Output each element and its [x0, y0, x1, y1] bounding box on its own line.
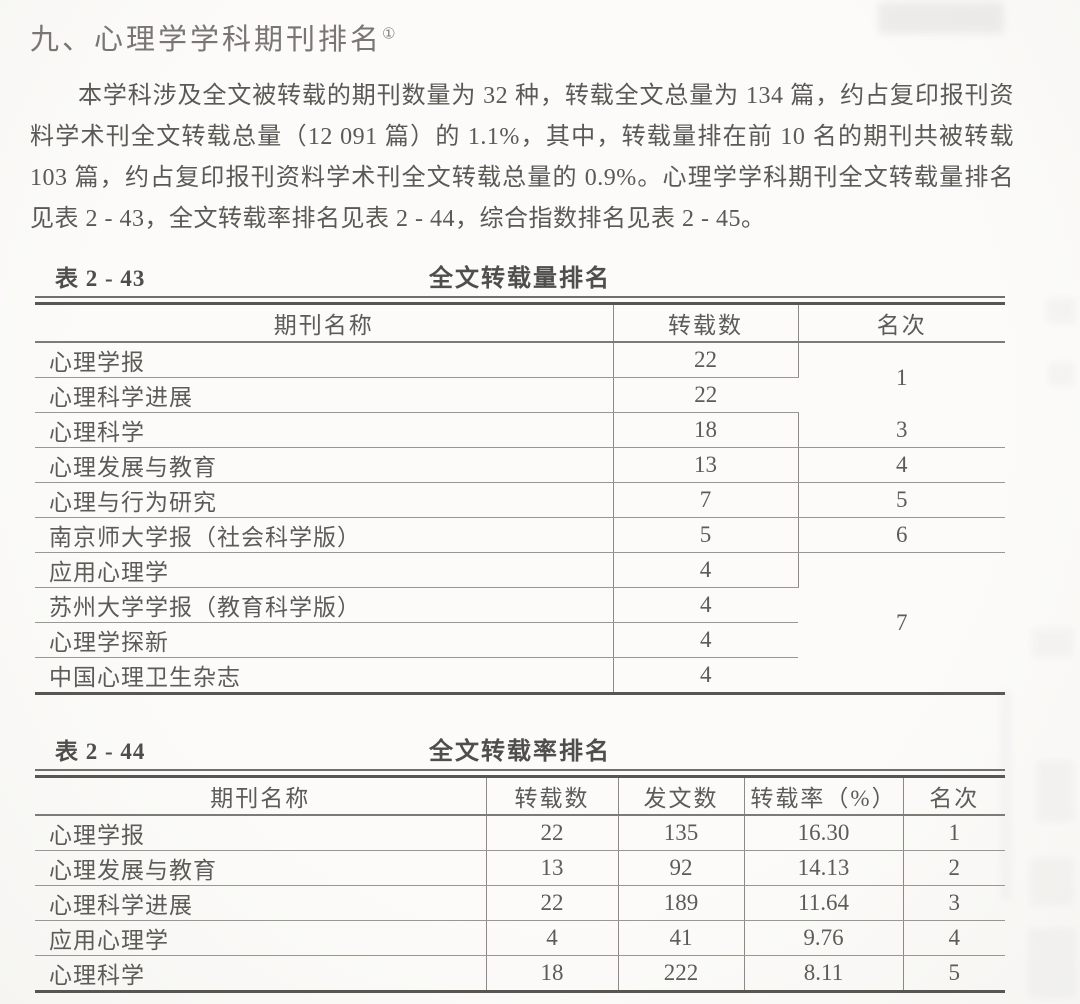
reprint-rate-cell: 9.76: [744, 920, 904, 956]
published-count-cell: 222: [618, 955, 745, 992]
journal-name-cell: 南京师大学报（社会科学版）: [35, 517, 614, 553]
rank-cell: 4: [903, 920, 1005, 956]
col-header-reprint-rate: 转载率（%）: [744, 776, 904, 816]
journal-name-cell: 中国心理卫生杂志: [35, 657, 614, 694]
reprint-count-cell: 22: [613, 377, 798, 413]
reprint-rate-cell: 11.64: [744, 885, 904, 921]
scan-bleed-artifact: [1030, 858, 1074, 906]
rank-cell: 3: [798, 412, 1005, 448]
table-row: 心理科学 18 3: [35, 412, 1005, 448]
col-header-published-count: 发文数: [618, 776, 745, 816]
table44-header-row: 期刊名称 转载数 发文数 转载率（%） 名次: [35, 776, 1005, 816]
reprint-count-cell: 7: [613, 482, 799, 518]
scan-bleed-artifact: [1032, 628, 1074, 658]
rank-cell: 5: [798, 482, 1005, 518]
table-row: 心理与行为研究 7 5: [35, 482, 1005, 518]
rank-cell: 3: [903, 885, 1005, 921]
scan-bleed-artifact: [878, 2, 1004, 34]
reprint-rate-cell: 8.11: [744, 955, 904, 992]
col-header-reprint-count: 转载数: [613, 303, 799, 343]
reprint-rate-cell: 16.30: [744, 815, 904, 851]
journal-name-cell: 心理发展与教育: [35, 850, 487, 886]
table44-caption: 表 2 - 44 全文转载率排名: [35, 731, 1005, 765]
reprint-count-cell: 4: [486, 920, 619, 956]
journal-name-cell: 应用心理学: [35, 552, 614, 588]
table43-header-row: 期刊名称 转载数 名次: [35, 303, 1005, 343]
table-row: 南京师大学报（社会科学版） 5 6: [35, 517, 1005, 553]
reprint-count-cell: 22: [613, 342, 799, 378]
rank-cell: 1: [896, 364, 908, 390]
scan-bleed-artifact: [1000, 690, 1012, 900]
table-row: 心理科学进展 22: [35, 377, 1005, 413]
table-reprint-volume-ranking: 期刊名称 转载数 名次 心理学报 22 1 心理科学进展 22 心理科学 18: [35, 302, 1005, 695]
journal-name-cell: 心理学报: [35, 342, 614, 378]
col-header-journal-name: 期刊名称: [35, 776, 487, 816]
reprint-count-cell: 4: [700, 662, 712, 687]
published-count-cell: 92: [618, 850, 745, 886]
table44-wrap: 期刊名称 转载数 发文数 转载率（%） 名次 心理学报 22 135 16.30…: [35, 769, 1005, 993]
journal-name-cell: 心理发展与教育: [35, 447, 614, 483]
reprint-count-cell: 18: [613, 412, 799, 448]
journal-name-cell: 应用心理学: [35, 920, 487, 956]
reprint-count-cell: 13: [613, 447, 799, 483]
title-footnote-mark: ①: [382, 25, 396, 43]
journal-name-cell: 心理学报: [35, 815, 487, 851]
journal-name-cell: 心理与行为研究: [35, 482, 614, 518]
page-title: 九、心理学学科期刊排名①: [30, 16, 1080, 58]
table-row: 心理学探新 4: [35, 622, 1005, 658]
table-row: 心理学报 22 135 16.30 1: [35, 815, 1005, 851]
journal-name-cell: 心理科学: [35, 955, 487, 992]
reprint-count-cell: 22: [486, 885, 619, 921]
rank-cell: 5: [948, 960, 961, 985]
rank-cell: 2: [903, 850, 1005, 886]
col-header-rank: 名次: [903, 776, 1005, 816]
scan-bleed-artifact: [1036, 760, 1074, 822]
table43-caption: 表 2 - 43 全文转载量排名: [35, 258, 1005, 292]
table-row: 心理发展与教育 13 4: [35, 447, 1005, 483]
table43-title: 全文转载量排名: [429, 265, 611, 292]
reprint-count-cell: 4: [613, 587, 798, 623]
scan-bleed-artifact: [1046, 298, 1076, 324]
scan-bleed-artifact: [1028, 928, 1076, 998]
table-row: 心理科学进展 22 189 11.64 3: [35, 885, 1005, 921]
table-row: 苏州大学学报（教育科学版） 4: [35, 587, 1005, 623]
rank-cell: 6: [798, 517, 1005, 553]
table44-label: 表 2 - 44: [55, 739, 146, 764]
table-row: 心理科学 18 222 8.11 5: [35, 955, 1005, 992]
published-count-cell: 135: [618, 815, 745, 851]
table-row: 应用心理学 4 41 9.76 4: [35, 920, 1005, 956]
col-header-rank: 名次: [798, 303, 1005, 343]
rank-cell: 7: [896, 609, 908, 635]
journal-name-cell: 心理学探新: [35, 622, 614, 658]
table-reprint-rate-ranking: 期刊名称 转载数 发文数 转载率（%） 名次 心理学报 22 135 16.30…: [35, 775, 1005, 993]
reprint-rate-cell: 14.13: [744, 850, 904, 886]
journal-name-cell: 苏州大学学报（教育科学版）: [35, 587, 614, 623]
reprint-count-cell: 4: [613, 552, 799, 588]
table-row: 应用心理学 4 7: [35, 552, 1005, 635]
journal-name-cell: 心理科学: [35, 412, 614, 448]
table-row: 心理学报 22 1: [35, 342, 1005, 390]
table44-title: 全文转载率排名: [429, 738, 611, 765]
published-count-cell: 189: [618, 885, 745, 921]
reprint-count-cell: 5: [613, 517, 799, 553]
col-header-reprint-count: 转载数: [486, 776, 619, 816]
journal-name-cell: 心理科学进展: [35, 377, 614, 413]
reprint-count-cell: 13: [486, 850, 619, 886]
reprint-count-cell: 22: [486, 815, 619, 851]
col-header-journal-name: 期刊名称: [35, 303, 614, 343]
page-title-text: 九、心理学学科期刊排名: [30, 24, 383, 56]
rank-cell: 1: [903, 815, 1005, 851]
table-row: 心理发展与教育 13 92 14.13 2: [35, 850, 1005, 886]
table-row: 中国心理卫生杂志 4: [35, 657, 1005, 694]
reprint-count-cell: 18: [486, 955, 619, 992]
published-count-cell: 41: [618, 920, 745, 956]
table43-label: 表 2 - 43: [55, 266, 146, 291]
intro-paragraph: 本学科涉及全文被转载的期刊数量为 32 种，转载全文总量为 134 篇，约占复印…: [30, 83, 1014, 232]
rank-cell: 4: [798, 447, 1005, 483]
reprint-count-cell: 4: [613, 622, 798, 658]
scan-bleed-artifact: [1048, 362, 1074, 386]
journal-name-cell: 心理科学进展: [35, 885, 487, 921]
table43-wrap: 期刊名称 转载数 名次 心理学报 22 1 心理科学进展 22 心理科学 18: [35, 296, 1005, 695]
